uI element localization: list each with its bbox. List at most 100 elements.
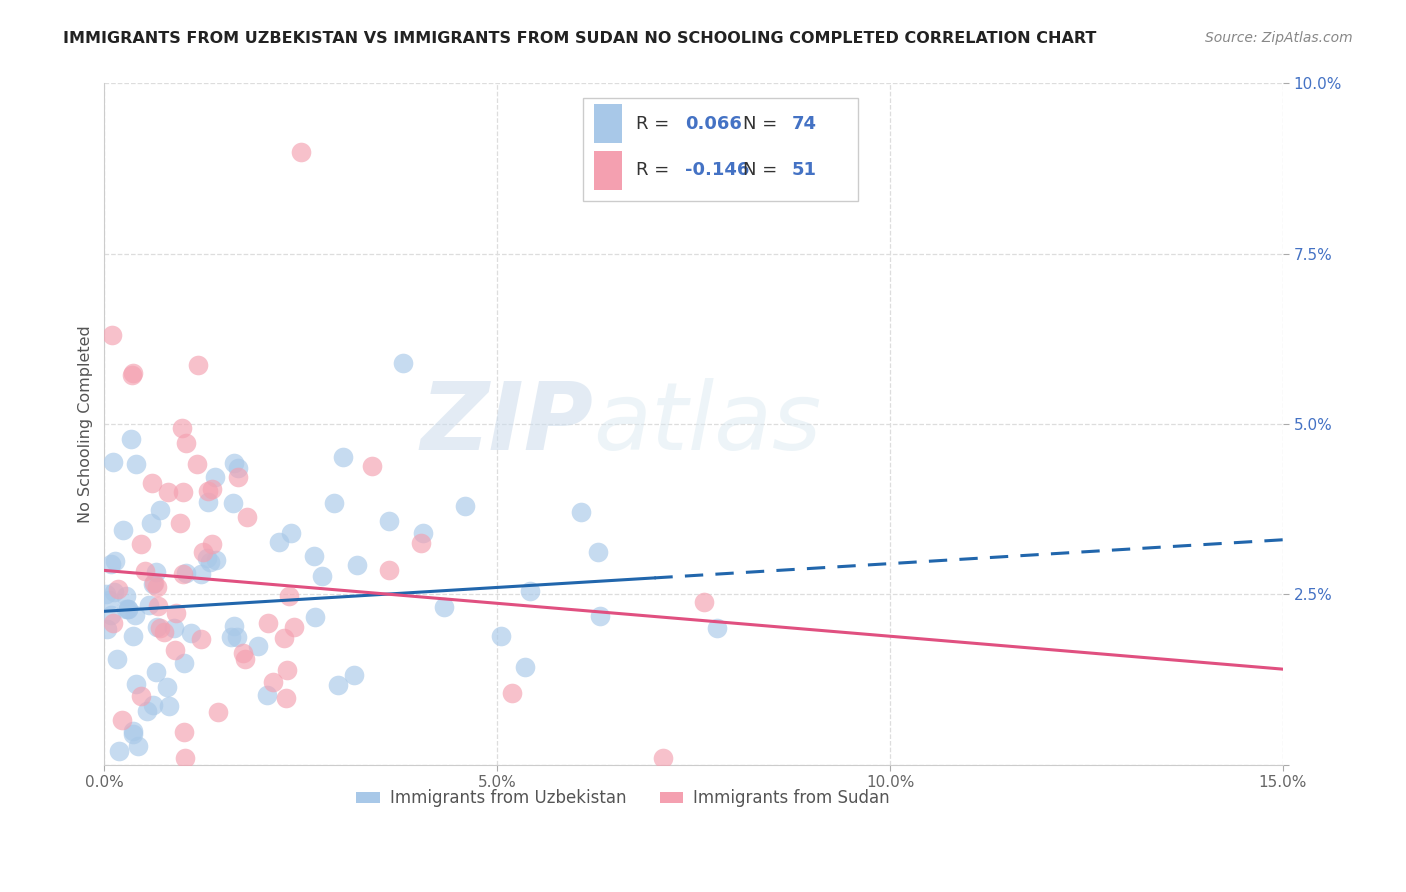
Point [101,454,124,468]
Point [501,686,523,700]
Point [114,601,136,615]
Point [225,630,247,644]
Point [197,495,219,509]
Point [135,704,157,718]
FancyBboxPatch shape [583,98,858,201]
Point [142,698,165,712]
Point [256,615,278,630]
Point [176,566,198,580]
Point [139,516,162,531]
Point [100,557,122,571]
Text: -0.146: -0.146 [685,161,749,179]
Point [433,599,456,614]
Point [589,609,612,624]
Point [142,576,165,591]
Point [100,607,122,622]
Point [276,663,298,677]
Point [129,689,152,703]
Text: atlas: atlas [593,378,821,469]
Text: 74: 74 [792,115,817,133]
Point [120,432,142,446]
Text: IMMIGRANTS FROM UZBEKISTAN VS IMMIGRANTS FROM SUDAN NO SCHOOLING COMPLETED CORRE: IMMIGRANTS FROM UZBEKISTAN VS IMMIGRANTS… [63,31,1097,46]
Point [304,610,326,624]
Point [179,626,201,640]
Point [346,558,368,572]
Point [122,366,145,380]
Point [127,739,149,754]
Point [125,458,148,472]
Point [224,619,246,633]
Point [588,545,610,559]
Point [153,625,176,640]
Point [247,639,270,653]
Point [256,688,278,702]
Point [141,475,163,490]
Point [454,499,477,513]
Point [111,713,134,727]
Point [111,523,134,537]
Point [201,537,224,551]
Point [124,608,146,623]
Point [108,744,131,758]
Point [191,545,214,559]
Point [146,580,169,594]
Legend: Immigrants from Uzbekistan, Immigrants from Sudan: Immigrants from Uzbekistan, Immigrants f… [350,783,896,814]
Point [121,724,143,739]
Point [652,750,675,764]
Point [222,456,245,470]
Text: R =: R = [636,115,675,133]
Point [198,556,221,570]
Point [107,582,129,597]
Point [146,620,169,634]
Point [326,678,349,692]
Point [156,680,179,694]
Point [138,598,160,612]
Bar [595,104,621,144]
Point [262,674,284,689]
Point [103,584,125,599]
Point [172,421,194,435]
Point [205,553,228,567]
Point [96,622,118,636]
Text: ZIP: ZIP [420,378,593,470]
Point [163,621,186,635]
Point [489,629,512,643]
Point [117,602,139,616]
Point [311,569,333,583]
Point [519,584,541,599]
Point [122,727,145,741]
Point [706,621,728,635]
Point [145,665,167,680]
Point [186,457,208,471]
Text: Source: ZipAtlas.com: Source: ZipAtlas.com [1205,31,1353,45]
Point [142,577,165,591]
Point [129,537,152,551]
Point [145,566,167,580]
Point [513,659,536,673]
Point [115,589,138,603]
Point [101,615,124,630]
Point [98,593,121,607]
Y-axis label: No Schooling Completed: No Schooling Completed [79,325,93,523]
Point [197,484,219,499]
Point [322,496,344,510]
Point [165,606,187,620]
Point [343,668,366,682]
Point [173,656,195,670]
Text: R =: R = [636,161,675,179]
Point [190,632,212,646]
Point [207,706,229,720]
Point [125,677,148,691]
Point [235,510,257,524]
Point [232,646,254,660]
Point [378,563,401,577]
Point [280,526,302,541]
Point [222,496,245,510]
Point [221,630,243,644]
Point [134,564,156,578]
Point [283,620,305,634]
Point [361,458,384,473]
Point [121,368,143,382]
Point [174,436,197,450]
Point [302,549,325,563]
